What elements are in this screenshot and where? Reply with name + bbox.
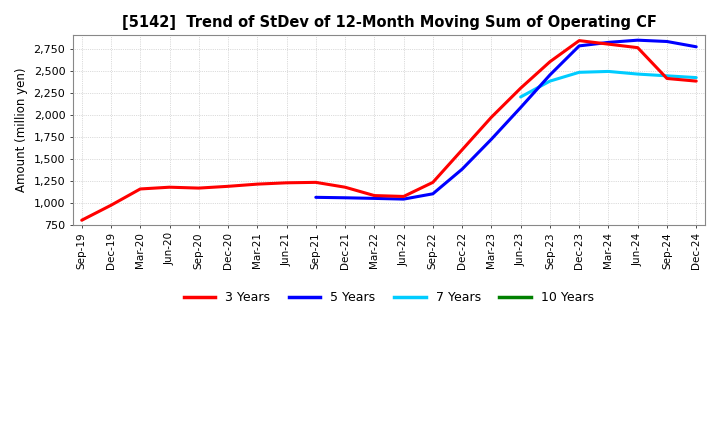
Legend: 3 Years, 5 Years, 7 Years, 10 Years: 3 Years, 5 Years, 7 Years, 10 Years [179, 286, 599, 309]
Title: [5142]  Trend of StDev of 12-Month Moving Sum of Operating CF: [5142] Trend of StDev of 12-Month Moving… [122, 15, 657, 30]
Y-axis label: Amount (million yen): Amount (million yen) [15, 68, 28, 192]
